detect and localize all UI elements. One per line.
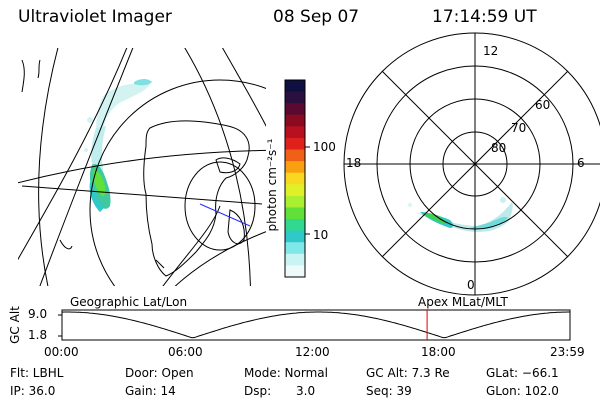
timeline-x-tick-1200: 12:00 <box>295 345 330 359</box>
timeline-axis-title: GC Alt <box>8 306 22 344</box>
colorbar-cell <box>285 126 305 139</box>
colorbar-cell <box>285 219 305 232</box>
colorbar-cell <box>285 103 305 116</box>
status-mode: Mode: Normal <box>244 366 328 380</box>
status-glat: GLat: −66.1 <box>486 366 559 380</box>
colorbar-cell <box>285 195 305 208</box>
mlt-label-18: 18 <box>346 156 362 170</box>
colorbar-cell <box>285 230 305 243</box>
status-ip: IP: 36.0 <box>10 384 56 398</box>
altitude-timeline <box>58 309 571 341</box>
colorbar-cell <box>285 265 305 278</box>
colorbar-unit-label: photon cm⁻²s⁻¹ <box>265 138 279 232</box>
colorbar-cell <box>285 253 305 266</box>
colorbar-cell <box>285 207 305 220</box>
mlat-label-60: 60 <box>535 98 551 112</box>
instrument-title: Ultraviolet Imager <box>18 7 172 27</box>
status-dsp-label: Dsp: <box>244 384 272 398</box>
geographic-map <box>18 48 266 286</box>
timeline-y-tick-high: 9.0 <box>28 307 48 321</box>
colorbar-cell <box>285 137 305 151</box>
geo-aurora-emission <box>84 79 152 212</box>
timeline-x-tick-2359: 23:59 <box>550 345 585 359</box>
status-filter: Flt: LBHL <box>10 366 64 380</box>
mlat-label-80: 80 <box>491 141 507 155</box>
colorbar-cell <box>285 91 305 104</box>
mlt-label-0: 0 <box>467 278 475 292</box>
timeline-x-tick-1800: 18:00 <box>421 345 456 359</box>
mlt-label-6: 6 <box>577 156 585 170</box>
timeline-right-label: Apex MLat/MLT <box>418 295 508 309</box>
timeline-x-tick-0000: 00:00 <box>44 345 79 359</box>
colorbar-tick-10: 10 <box>313 228 329 242</box>
status-gc-altitude: GC Alt: 7.3 Re <box>366 366 450 380</box>
colorbar-cell <box>285 161 305 174</box>
colorbar-cell <box>285 172 305 185</box>
mlt-label-12: 12 <box>483 44 499 58</box>
polar-plot <box>343 32 600 296</box>
colorbar-cell <box>285 184 305 197</box>
polar-aurora-emission <box>408 197 513 232</box>
time-label: 17:14:59 UT <box>432 7 537 27</box>
colorbar-cell <box>285 80 305 93</box>
date-label: 08 Sep 07 <box>273 7 360 27</box>
status-glon: GLon: 102.0 <box>486 384 559 398</box>
status-door: Door: Open <box>125 366 194 380</box>
mlat-label-70: 70 <box>511 121 527 135</box>
status-gain: Gain: 14 <box>125 384 176 398</box>
timeline-x-tick-0600: 06:00 <box>168 345 203 359</box>
colorbar-cell <box>285 149 305 162</box>
colorbar <box>284 79 310 278</box>
timeline-left-label: Geographic Lat/Lon <box>70 295 188 309</box>
status-sequence: Seq: 39 <box>366 384 412 398</box>
colorbar-cell <box>285 242 305 255</box>
timeline-y-tick-low: 1.8 <box>28 328 48 342</box>
colorbar-cell <box>285 114 305 127</box>
status-dsp-value: 3.0 <box>296 384 316 398</box>
colorbar-tick-100: 100 <box>313 140 336 154</box>
